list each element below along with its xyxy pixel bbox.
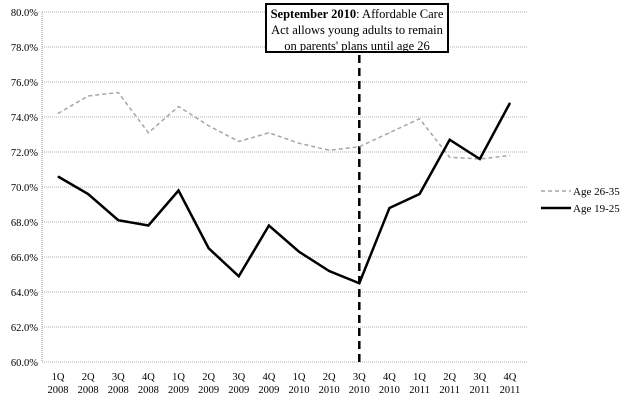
data-point xyxy=(449,139,451,141)
annotation-text: : Affordable Care Act allows young adult… xyxy=(271,7,444,53)
x-tick-label-year: 2008 xyxy=(48,385,69,396)
data-point xyxy=(298,251,300,253)
series-line-age-26-35 xyxy=(57,91,511,160)
data-point xyxy=(238,141,240,142)
x-tick-label-year: 2009 xyxy=(258,385,279,396)
data-point xyxy=(388,132,390,134)
x-tick-label: 3Q xyxy=(473,372,486,383)
x-tick-label-year: 2009 xyxy=(198,385,219,396)
x-tick-label: 1Q xyxy=(52,372,65,383)
data-point xyxy=(328,149,330,151)
x-tick-label: 4Q xyxy=(262,372,275,383)
x-tick-label: 1Q xyxy=(413,372,426,383)
legend-label: Age 19-25 xyxy=(573,203,620,215)
data-point xyxy=(117,219,119,221)
y-tick-label: 66.0% xyxy=(11,253,38,264)
data-point xyxy=(509,102,511,104)
x-tick-label: 2Q xyxy=(202,372,215,383)
x-tick-label-year: 2011 xyxy=(500,385,521,396)
x-tick-label-year: 2010 xyxy=(319,385,340,396)
y-tick-label: 60.0% xyxy=(11,358,38,369)
data-point xyxy=(117,92,119,93)
x-tick-label-year: 2008 xyxy=(108,385,129,396)
annotation-box: September 2010: Affordable Care Act allo… xyxy=(265,3,449,53)
x-tick-label-year: 2011 xyxy=(470,385,491,396)
data-point xyxy=(268,225,270,226)
y-tick-label: 74.0% xyxy=(11,113,38,124)
x-tick-label-year: 2008 xyxy=(78,385,99,396)
y-tick-label: 62.0% xyxy=(11,323,38,334)
y-tick-label: 72.0% xyxy=(11,148,38,159)
data-point xyxy=(208,125,210,127)
y-tick-label: 76.0% xyxy=(11,78,38,89)
data-point xyxy=(87,193,89,195)
data-point xyxy=(178,106,180,107)
x-tick-label-year: 2009 xyxy=(168,385,189,396)
x-tick-label-year: 2009 xyxy=(228,385,249,396)
data-point xyxy=(147,225,149,226)
data-point xyxy=(419,193,421,195)
x-tick-label: 4Q xyxy=(383,372,396,383)
data-point xyxy=(328,270,330,272)
x-tick-label: 3Q xyxy=(112,372,125,383)
x-tick-label-year: 2011 xyxy=(409,385,430,396)
data-point xyxy=(419,118,421,120)
x-tick-label: 3Q xyxy=(353,372,366,383)
data-point xyxy=(388,207,390,209)
data-point xyxy=(147,132,149,134)
x-tick-label: 1Q xyxy=(172,372,185,383)
legend-label: Age 26-35 xyxy=(573,186,620,198)
x-tick-label: 3Q xyxy=(232,372,245,383)
y-tick-label: 68.0% xyxy=(11,218,38,229)
data-point xyxy=(57,113,59,114)
data-point xyxy=(449,156,451,158)
x-tick-label: 4Q xyxy=(504,372,517,383)
data-point xyxy=(358,146,360,148)
x-tick-label-year: 2010 xyxy=(349,385,370,396)
x-tick-label: 2Q xyxy=(82,372,95,383)
data-point xyxy=(268,132,270,134)
data-point xyxy=(298,142,300,144)
data-point xyxy=(238,275,240,277)
x-tick-label: 4Q xyxy=(142,372,155,383)
y-tick-label: 80.0% xyxy=(11,8,38,19)
data-point xyxy=(57,176,59,177)
data-point xyxy=(509,155,511,156)
y-tick-label: 78.0% xyxy=(11,43,38,54)
x-tick-label: 2Q xyxy=(323,372,336,383)
series-line-age-19-25 xyxy=(57,102,512,285)
data-point xyxy=(87,95,89,97)
x-tick-label: 1Q xyxy=(293,372,306,383)
y-tick-label: 64.0% xyxy=(11,288,38,299)
x-tick-label-year: 2011 xyxy=(439,385,460,396)
data-point xyxy=(178,190,180,191)
x-tick-label-year: 2010 xyxy=(379,385,400,396)
x-tick-label: 2Q xyxy=(443,372,456,383)
data-point xyxy=(358,282,360,284)
y-tick-label: 70.0% xyxy=(11,183,38,194)
annotation-bold: September 2010 xyxy=(270,7,357,21)
x-tick-label-year: 2010 xyxy=(289,385,310,396)
x-tick-label-year: 2008 xyxy=(138,385,159,396)
data-point xyxy=(479,158,481,160)
data-point xyxy=(208,247,210,249)
